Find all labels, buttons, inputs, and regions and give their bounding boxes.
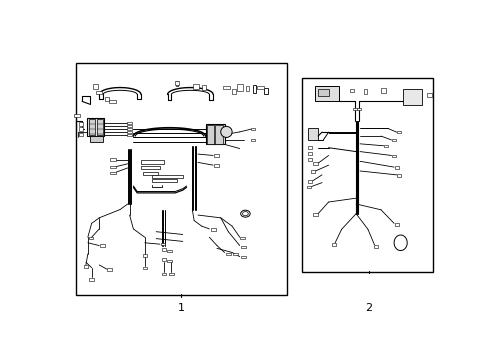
Bar xyxy=(79,127,83,131)
Bar xyxy=(397,174,401,176)
Bar xyxy=(427,93,432,98)
Bar xyxy=(241,256,246,258)
Bar xyxy=(265,87,268,94)
Bar xyxy=(251,139,255,141)
Bar xyxy=(307,186,311,188)
Bar xyxy=(176,81,178,86)
Bar xyxy=(403,90,421,105)
Bar xyxy=(162,258,166,261)
Bar xyxy=(167,250,172,252)
Text: 1: 1 xyxy=(177,303,184,313)
Bar xyxy=(215,154,220,157)
Bar xyxy=(308,128,318,140)
Bar xyxy=(162,248,166,251)
Bar xyxy=(127,125,132,127)
Bar xyxy=(193,84,199,89)
Bar xyxy=(79,122,83,126)
Bar xyxy=(311,170,315,173)
Bar xyxy=(394,223,399,226)
Text: 2: 2 xyxy=(365,303,372,313)
Bar xyxy=(374,245,378,248)
Bar xyxy=(141,166,160,169)
Bar xyxy=(89,237,93,239)
Bar xyxy=(251,128,255,130)
Bar xyxy=(364,89,367,94)
Bar xyxy=(109,100,116,103)
Bar xyxy=(308,158,312,161)
Bar xyxy=(167,260,172,262)
Bar xyxy=(215,165,220,167)
Bar xyxy=(332,243,336,246)
Bar xyxy=(175,81,179,85)
Bar xyxy=(241,246,246,248)
Bar xyxy=(127,128,132,130)
Bar xyxy=(152,175,183,177)
Bar xyxy=(392,139,396,141)
Bar xyxy=(206,123,224,144)
Bar xyxy=(89,278,94,281)
Bar xyxy=(392,154,396,157)
Bar xyxy=(253,85,256,93)
Bar xyxy=(127,131,132,133)
Bar xyxy=(314,213,318,216)
Bar xyxy=(74,114,80,117)
Bar xyxy=(90,135,103,141)
Bar xyxy=(246,86,249,91)
Bar xyxy=(233,253,239,255)
Bar xyxy=(143,254,147,257)
Bar xyxy=(127,134,132,136)
Bar xyxy=(207,125,214,144)
Bar xyxy=(216,125,223,144)
Bar xyxy=(381,89,386,93)
Bar xyxy=(89,119,96,135)
Bar xyxy=(100,244,105,247)
Bar xyxy=(161,243,166,246)
Bar xyxy=(384,145,389,147)
Bar xyxy=(316,86,339,101)
Ellipse shape xyxy=(220,126,232,138)
Bar xyxy=(353,108,357,110)
Bar xyxy=(357,108,361,110)
Bar xyxy=(110,158,116,161)
Bar xyxy=(152,179,177,182)
Bar xyxy=(143,172,158,175)
Bar xyxy=(226,253,231,255)
Bar xyxy=(240,237,245,239)
Bar xyxy=(84,265,88,267)
Bar xyxy=(211,228,216,231)
Bar xyxy=(350,89,354,92)
Bar xyxy=(107,269,112,271)
Bar xyxy=(143,267,147,269)
Bar xyxy=(162,273,166,275)
Bar xyxy=(141,161,164,164)
Bar xyxy=(110,166,116,168)
Bar xyxy=(397,131,401,134)
Bar xyxy=(302,78,434,272)
Bar xyxy=(202,85,206,90)
Bar xyxy=(314,162,318,165)
Bar xyxy=(76,63,287,296)
Bar xyxy=(97,119,103,135)
Bar xyxy=(110,172,116,174)
Bar xyxy=(308,180,312,183)
Bar xyxy=(104,96,109,101)
Bar xyxy=(237,84,243,91)
Bar xyxy=(308,152,312,155)
Bar xyxy=(79,133,83,136)
Bar xyxy=(394,166,399,169)
Bar xyxy=(169,273,173,275)
Bar xyxy=(97,91,102,94)
Bar xyxy=(87,118,104,136)
Bar xyxy=(318,89,329,96)
Bar xyxy=(93,84,98,89)
Bar xyxy=(223,86,230,89)
Bar xyxy=(127,122,132,124)
Bar xyxy=(257,86,264,89)
Bar xyxy=(308,147,312,149)
Bar xyxy=(232,89,236,94)
